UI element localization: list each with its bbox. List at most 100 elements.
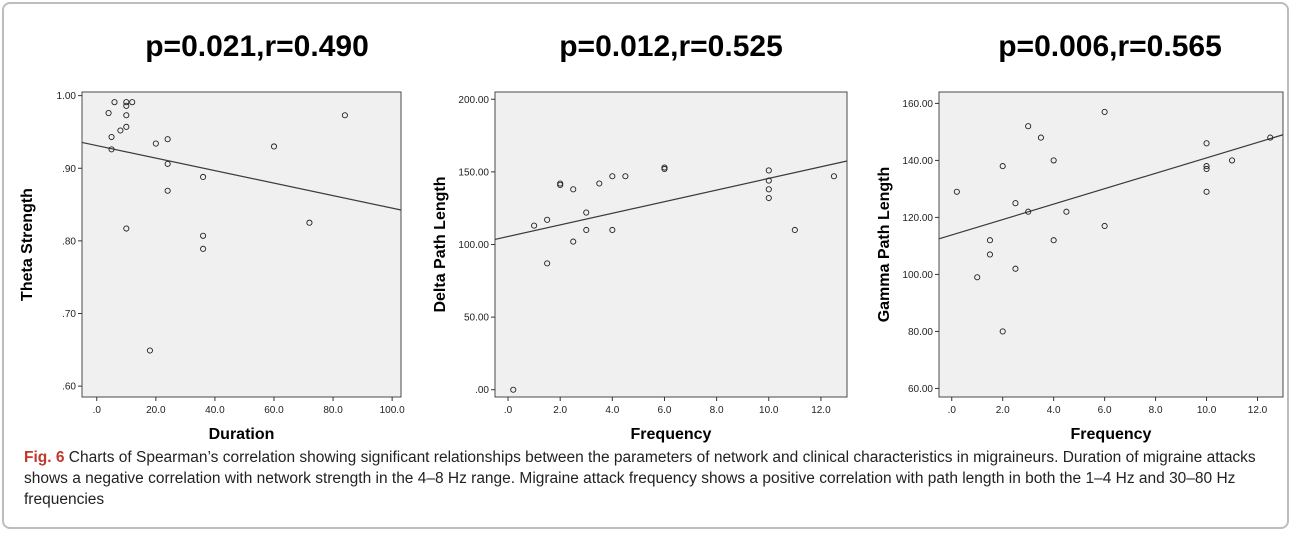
data-point	[609, 173, 616, 180]
data-point	[123, 102, 130, 109]
chart-panel-3: p=0.006,r=0.565 60.00 80.00 100.00 120.00 140…	[876, 30, 1284, 443]
x-tick-label: 12.0	[1248, 405, 1268, 416]
x-tick-label: 6.0	[1098, 405, 1112, 416]
data-point	[164, 187, 171, 194]
y-tick-label: 100.00	[458, 240, 489, 251]
x-tick-label: 2.0	[553, 405, 567, 416]
y-axis-label: Theta Strength	[19, 188, 36, 301]
data-point	[270, 143, 278, 150]
x-tick-label: .0	[948, 405, 957, 416]
x-axis-label: Frequency	[631, 426, 712, 443]
x-tick-label: .0	[504, 405, 513, 416]
x-tick-label: 80.0	[323, 405, 343, 416]
y-tick-label: 1.00	[57, 91, 77, 102]
y-tick-label: 60.00	[908, 384, 933, 395]
data-point	[152, 140, 159, 147]
data-point	[200, 173, 207, 181]
data-point	[164, 160, 171, 167]
data-point	[622, 173, 629, 180]
data-point	[111, 99, 118, 106]
data-point	[1203, 140, 1210, 147]
y-tick-label: 200.00	[458, 95, 489, 106]
y-tick-label: 100.00	[902, 270, 933, 281]
data-point	[123, 123, 130, 130]
x-tick-label: 20.0	[146, 405, 166, 416]
data-point	[986, 251, 994, 258]
figure-panels: p=0.021,r=0.490 .60 .70 .80 .90 1.00 .0 20.0 40.…	[19, 30, 1284, 443]
data-point	[791, 226, 798, 234]
x-tick-label: 10.0	[759, 405, 779, 416]
data-point	[1203, 163, 1210, 170]
x-tick-label: 60.0	[264, 405, 284, 416]
data-point	[583, 226, 590, 234]
data-point	[108, 133, 115, 141]
chart-title: p=0.012,r=0.525	[559, 30, 783, 63]
data-point	[765, 186, 772, 193]
data-point	[544, 216, 551, 223]
x-tick-label: 2.0	[996, 405, 1010, 416]
data-point	[123, 225, 130, 232]
data-point	[830, 173, 838, 180]
data-point	[117, 127, 124, 134]
data-point	[544, 260, 551, 267]
data-point	[583, 209, 590, 216]
plot-area	[81, 91, 402, 398]
y-axis-label: Delta Path Length	[432, 176, 449, 312]
fit-line	[494, 160, 848, 241]
x-tick-label: 8.0	[1149, 405, 1163, 416]
data-point	[570, 238, 577, 245]
y-axis-label: Gamma Path Length	[876, 167, 893, 323]
x-tick-label: 8.0	[710, 405, 724, 416]
fit-line	[81, 141, 402, 211]
data-point	[306, 219, 313, 226]
y-tick-label: .60	[62, 382, 76, 393]
data-point	[1050, 157, 1057, 164]
chart-panel-1: p=0.021,r=0.490 .60 .70 .80 .90 1.00 .0 20.0 40.…	[19, 30, 405, 443]
x-tick-label: 10.0	[1197, 405, 1217, 416]
data-point	[1267, 134, 1274, 141]
data-point	[1063, 208, 1070, 215]
y-tick-label: 160.00	[902, 99, 933, 110]
data-point	[1101, 222, 1108, 230]
data-point	[570, 186, 577, 193]
data-point	[609, 226, 616, 234]
data-point	[1203, 188, 1210, 195]
data-point	[557, 181, 564, 189]
data-point	[164, 136, 171, 143]
x-tick-label: .0	[93, 405, 102, 416]
data-point	[1203, 165, 1210, 173]
data-point	[1037, 134, 1044, 141]
data-point	[1228, 157, 1236, 164]
figure-label: Fig. 6	[24, 449, 65, 466]
x-tick-label: 100.0	[380, 405, 405, 416]
y-tick-label: .00	[475, 385, 489, 396]
data-point	[953, 188, 960, 195]
data-point	[146, 347, 153, 354]
data-point	[596, 180, 603, 187]
plot-area	[494, 91, 848, 398]
data-point	[974, 274, 981, 281]
data-point	[200, 232, 207, 239]
plot-area	[938, 91, 1284, 398]
chart-panel-2: p=0.012,r=0.525 .00 50.00 100.00 150.00 200.0…	[432, 30, 848, 443]
chart-title: p=0.021,r=0.490	[145, 30, 369, 63]
data-point	[510, 386, 517, 393]
data-point	[765, 194, 772, 202]
x-axis-label: Frequency	[1071, 426, 1152, 443]
x-tick-label: 4.0	[605, 405, 619, 416]
chart-title: p=0.006,r=0.565	[998, 30, 1222, 63]
data-point	[1025, 208, 1032, 215]
y-tick-label: .80	[62, 236, 76, 247]
data-point	[986, 237, 994, 244]
data-point	[999, 328, 1006, 335]
x-tick-label: 6.0	[658, 405, 672, 416]
data-point	[1012, 265, 1019, 272]
data-point	[129, 99, 136, 106]
x-axis-label: Duration	[209, 426, 275, 443]
y-tick-label: 140.00	[902, 156, 933, 167]
data-point	[765, 167, 772, 174]
data-point	[765, 177, 772, 184]
data-point	[531, 222, 538, 229]
fit-line	[938, 134, 1284, 240]
data-point	[1101, 108, 1108, 116]
